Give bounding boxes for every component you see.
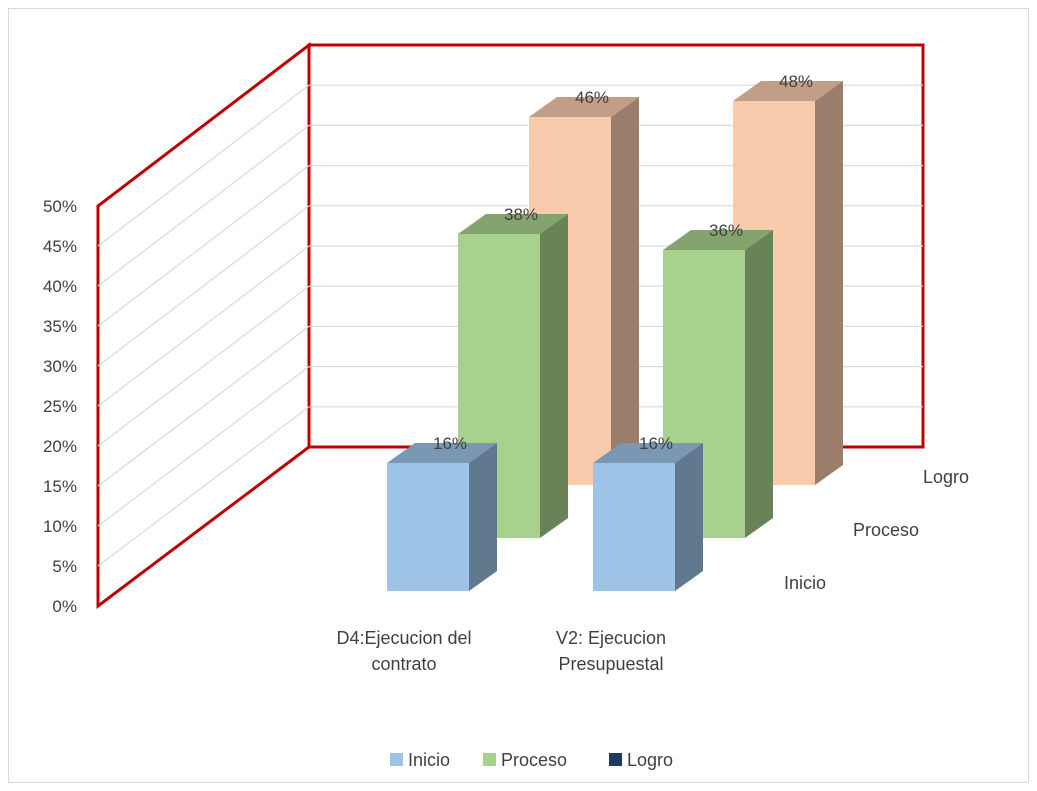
data-label: 16%: [433, 434, 467, 453]
chart-area: 0% 5% 10% 15% 20% 25% 30% 35% 40% 45% 50% 46% 48% 38…: [8, 8, 1029, 783]
legend-label: Inicio: [408, 750, 450, 770]
side-gridline: [97, 124, 310, 287]
bars: [387, 81, 843, 591]
side-gridline: [97, 366, 310, 527]
legend-swatch: [390, 753, 403, 766]
y-tick-label: 45%: [43, 237, 77, 256]
side-gridline: [97, 205, 310, 367]
y-tick-label: 30%: [43, 357, 77, 376]
y-axis-ticks: 0% 5% 10% 15% 20% 25% 30% 35% 40% 45% 50%: [43, 197, 77, 616]
y-tick-label: 5%: [52, 557, 77, 576]
data-labels: 46% 48% 38% 36% 16% 16%: [433, 72, 813, 453]
bar-inicio-1: [387, 443, 497, 591]
legend-item-proceso: Proceso: [483, 750, 567, 770]
depth-label-inicio: Inicio: [784, 573, 826, 593]
side-gridline: [97, 406, 310, 567]
y-tick-label: 50%: [43, 197, 77, 216]
bar-logro-1: [529, 97, 639, 485]
chart-plot: 0% 5% 10% 15% 20% 25% 30% 35% 40% 45% 50% 46% 48% 38…: [43, 41, 969, 770]
side-gridline: [97, 84, 310, 247]
legend-swatch: [483, 753, 496, 766]
data-label: 16%: [639, 434, 673, 453]
category-labels: D4:Ejecucion del contrato V2: Ejecucion Pre…: [336, 628, 666, 674]
depth-axis-labels: Inicio Proceso Logro: [784, 467, 969, 593]
legend-swatch: [609, 753, 622, 766]
data-label: 48%: [779, 72, 813, 91]
y-tick-label: 10%: [43, 517, 77, 536]
legend-label: Proceso: [501, 750, 567, 770]
side-gridline: [97, 245, 310, 407]
side-gridline: [97, 285, 310, 447]
y-tick-label: 0%: [52, 597, 77, 616]
depth-label-proceso: Proceso: [853, 520, 919, 540]
y-tick-label: 20%: [43, 437, 77, 456]
data-label: 38%: [504, 205, 538, 224]
y-tick-label: 35%: [43, 317, 77, 336]
data-label: 46%: [575, 88, 609, 107]
bar-inicio-2: [593, 443, 703, 591]
depth-label-logro: Logro: [923, 467, 969, 487]
legend-item-logro: Logro: [609, 750, 673, 770]
y-tick-label: 25%: [43, 397, 77, 416]
category-label: contrato: [371, 654, 436, 674]
legend: Inicio Proceso Logro: [390, 750, 673, 770]
category-label: Presupuestal: [558, 654, 663, 674]
category-label: D4:Ejecucion del: [336, 628, 471, 648]
y-tick-label: 40%: [43, 277, 77, 296]
legend-item-inicio: Inicio: [390, 750, 450, 770]
side-gridline: [97, 165, 310, 327]
y-tick-label: 15%: [43, 477, 77, 496]
legend-label: Logro: [627, 750, 673, 770]
side-gridline: [97, 325, 310, 487]
category-label: V2: Ejecucion: [556, 628, 666, 648]
data-label: 36%: [709, 221, 743, 240]
